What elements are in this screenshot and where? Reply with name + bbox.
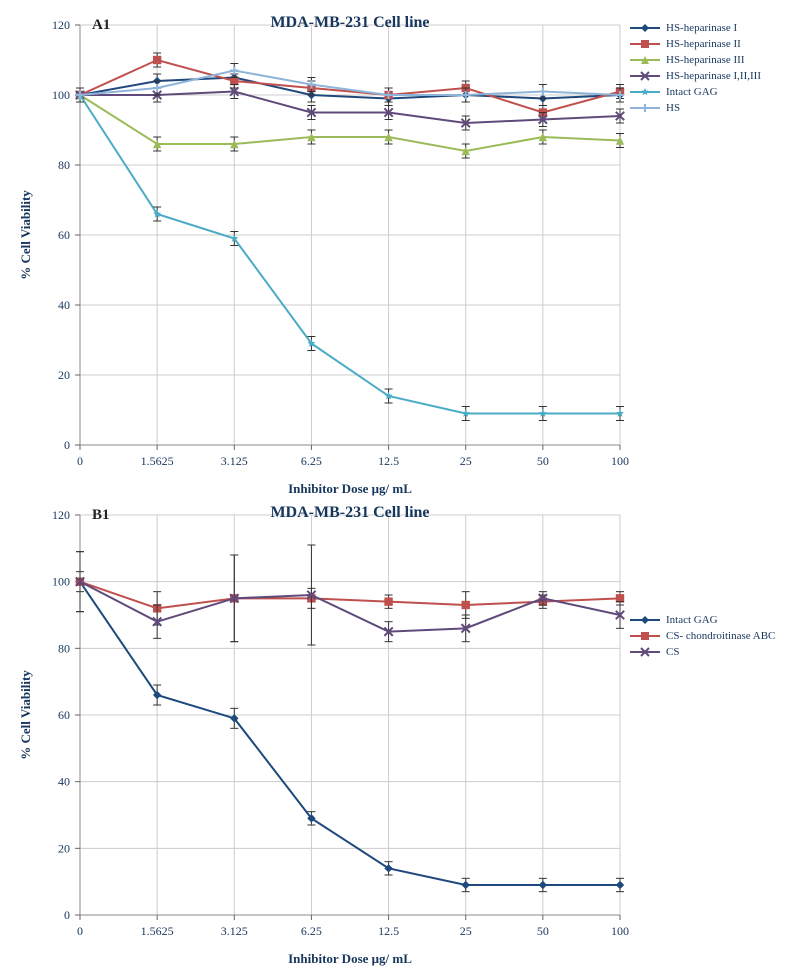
chart-b1-svg: 0 20 40 60 80 100 120 0 1.5625 3.125 6.25 12.5 25 50 1…	[0, 490, 788, 976]
svg-text:3.125: 3.125	[221, 454, 248, 468]
legend-label: HS-heparinase I,II,III	[666, 70, 761, 82]
svg-text:100: 100	[52, 88, 70, 102]
chart-a1-legend: HS-heparinase I HS-heparinase II HS-hepari…	[630, 18, 761, 118]
legend-marker-icon	[630, 86, 660, 98]
legend-label: HS-heparinase III	[666, 54, 745, 66]
legend-marker-icon	[630, 38, 660, 50]
page: { "global": { "background_color": "#ffff…	[0, 0, 788, 976]
legend-marker-icon	[630, 630, 660, 642]
svg-text:120: 120	[52, 18, 70, 32]
svg-text:100: 100	[52, 575, 70, 589]
svg-text:6.25: 6.25	[301, 454, 322, 468]
legend-marker-icon	[630, 614, 660, 626]
legend-item: HS	[630, 102, 761, 114]
svg-text:25: 25	[460, 454, 472, 468]
legend-marker-icon	[630, 70, 660, 82]
legend-item: HS-heparinase I	[630, 22, 761, 34]
legend-item: Intact GAG	[630, 614, 775, 626]
svg-text:100: 100	[611, 454, 629, 468]
legend-item: HS-heparinase II	[630, 38, 761, 50]
svg-text:12.5: 12.5	[378, 924, 399, 938]
legend-label: CS- chondroitinase ABC	[666, 630, 775, 642]
svg-text:3.125: 3.125	[221, 924, 248, 938]
svg-text:60: 60	[58, 708, 70, 722]
svg-text:20: 20	[58, 841, 70, 855]
chart-title: MDA-MB-231 Cell line	[270, 504, 429, 521]
x-axis-label: Inhibitor Dose μg/ mL	[288, 951, 412, 966]
chart-b1-legend: Intact GAG CS- chondroitinase ABC CS	[630, 610, 775, 662]
svg-text:100: 100	[611, 924, 629, 938]
svg-text:40: 40	[58, 775, 70, 789]
y-axis-label: % Cell Viability	[18, 670, 33, 760]
svg-text:6.25: 6.25	[301, 924, 322, 938]
legend-label: HS-heparinase I	[666, 22, 737, 34]
legend-label: Intact GAG	[666, 614, 718, 626]
legend-item: HS-heparinase I,II,III	[630, 70, 761, 82]
svg-text:80: 80	[58, 641, 70, 655]
svg-text:25: 25	[460, 924, 472, 938]
svg-text:50: 50	[537, 454, 549, 468]
legend-label: Intact GAG	[666, 86, 718, 98]
legend-item: HS-heparinase III	[630, 54, 761, 66]
svg-text:60: 60	[58, 228, 70, 242]
svg-text:1.5625: 1.5625	[141, 924, 174, 938]
svg-text:0: 0	[64, 908, 70, 922]
svg-text:80: 80	[58, 158, 70, 172]
svg-text:120: 120	[52, 508, 70, 522]
legend-label: HS	[666, 102, 680, 114]
legend-item: CS- chondroitinase ABC	[630, 630, 775, 642]
panel-label: A1	[92, 17, 110, 33]
svg-text:12.5: 12.5	[378, 454, 399, 468]
legend-label: HS-heparinase II	[666, 38, 741, 50]
chart-b1: 0 20 40 60 80 100 120 0 1.5625 3.125 6.25 12.5 25 50 1…	[0, 490, 788, 976]
panel-label: B1	[92, 507, 110, 523]
svg-text:1.5625: 1.5625	[141, 454, 174, 468]
legend-marker-icon	[630, 54, 660, 66]
y-axis-label: % Cell Viability	[18, 190, 33, 280]
legend-label: CS	[666, 646, 679, 658]
chart-a1: 0 20 40 60 80 100 120 0 1.5625 3.125 6.25 12.5 25 50 1…	[0, 0, 788, 500]
svg-text:40: 40	[58, 298, 70, 312]
svg-text:50: 50	[537, 924, 549, 938]
legend-marker-icon	[630, 102, 660, 114]
svg-text:20: 20	[58, 368, 70, 382]
svg-text:0: 0	[77, 924, 83, 938]
svg-text:0: 0	[64, 438, 70, 452]
legend-marker-icon	[630, 646, 660, 658]
legend-item: CS	[630, 646, 775, 658]
svg-text:0: 0	[77, 454, 83, 468]
legend-marker-icon	[630, 22, 660, 34]
chart-title: MDA-MB-231 Cell line	[270, 14, 429, 31]
legend-item: Intact GAG	[630, 86, 761, 98]
